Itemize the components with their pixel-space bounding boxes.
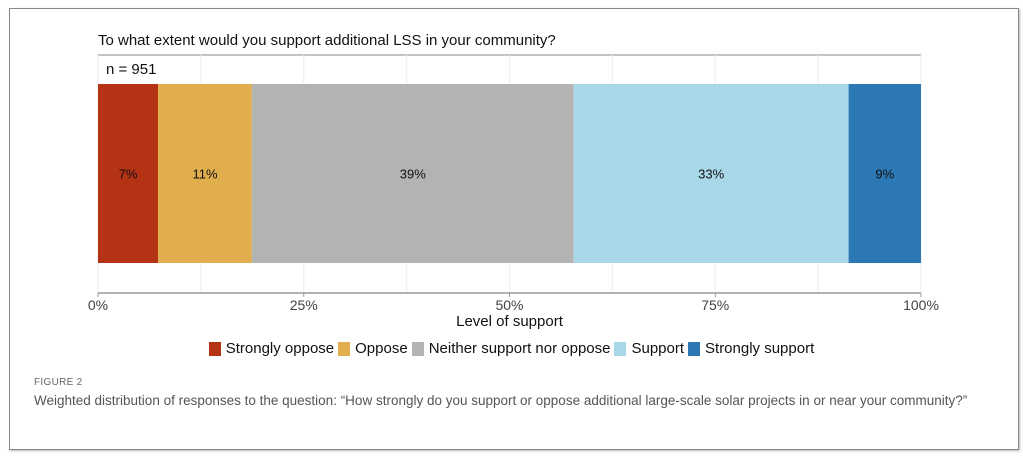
sample-size-annotation: n = 951	[106, 61, 156, 78]
x-tick-label: 0%	[88, 297, 108, 313]
figure-caption: Weighted distribution of responses to th…	[34, 393, 968, 408]
legend-item: Neither support nor oppose	[411, 340, 611, 357]
figure-label: FIGURE 2	[34, 377, 83, 388]
legend-item: Oppose	[338, 340, 408, 357]
legend-swatch	[208, 341, 221, 356]
legend-swatch	[411, 341, 424, 356]
x-tick-label: 100%	[903, 297, 939, 313]
legend-item: Strongly support	[688, 340, 814, 357]
legend: Strongly oppose Oppose Neither support nor…	[0, 340, 1023, 357]
legend-label: Neither support nor oppose	[428, 340, 611, 357]
data-label: 11%	[192, 167, 217, 182]
chart-title: To what extent would you support additio…	[98, 32, 556, 49]
data-label: 9%	[875, 167, 894, 182]
legend-swatch	[688, 341, 701, 356]
bar-segment-oppose	[158, 84, 252, 263]
x-axis-title: Level of support	[456, 313, 564, 330]
data-label: 33%	[698, 167, 724, 182]
bar-segment-strongly-support	[848, 84, 921, 263]
x-tick-label: 25%	[290, 297, 318, 313]
legend-swatch	[338, 341, 351, 356]
legend-item: Strongly oppose	[208, 340, 335, 357]
legend-label: Oppose	[355, 340, 408, 357]
stacked-bar-chart: n = 951 7% 11% 39% 33% 9% 0% 25% 50% 75% 100% Level…	[88, 54, 939, 330]
legend-label: Support	[631, 340, 685, 357]
bar-segment-support	[573, 84, 849, 263]
legend-swatch	[614, 341, 627, 356]
legend-item: Support	[614, 340, 684, 357]
bar-segment-neither-support-nor-oppose	[251, 84, 574, 263]
x-tick-label: 75%	[701, 297, 729, 313]
x-tick-label: 50%	[495, 297, 523, 313]
legend-label: Strongly oppose	[225, 340, 335, 357]
data-label: 39%	[400, 167, 426, 182]
data-label: 7%	[119, 167, 138, 182]
legend-label: Strongly support	[705, 340, 815, 357]
bar-segment-strongly-oppose	[98, 84, 159, 263]
